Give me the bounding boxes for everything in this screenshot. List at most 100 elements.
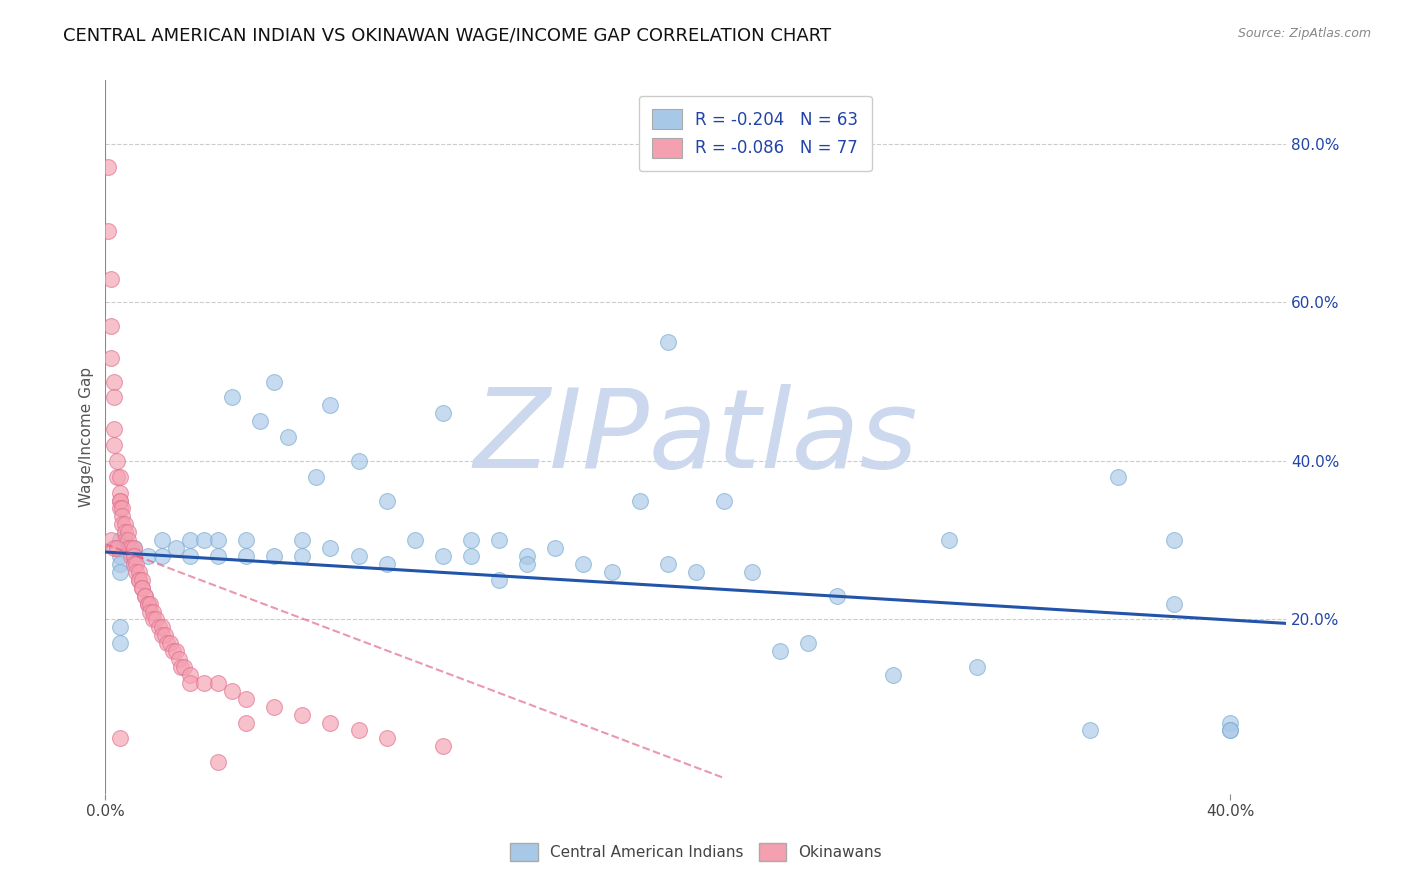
Point	[142, 605, 165, 619]
Point	[741, 565, 763, 579]
Point	[291, 549, 314, 563]
Point	[1107, 469, 1129, 483]
Point	[207, 676, 229, 690]
Point	[165, 541, 187, 555]
Point	[713, 493, 735, 508]
Point	[207, 549, 229, 563]
Point	[134, 589, 156, 603]
Point	[460, 549, 482, 563]
Point	[125, 557, 148, 571]
Point	[100, 271, 122, 285]
Point	[145, 612, 167, 626]
Y-axis label: Wage/Income Gap: Wage/Income Gap	[79, 367, 94, 508]
Point	[347, 549, 370, 563]
Point	[193, 676, 215, 690]
Point	[105, 454, 128, 468]
Point	[263, 699, 285, 714]
Point	[657, 334, 679, 349]
Point	[797, 636, 820, 650]
Point	[117, 541, 139, 555]
Point	[120, 549, 142, 563]
Point	[117, 525, 139, 540]
Point	[111, 509, 134, 524]
Point	[122, 549, 145, 563]
Point	[305, 469, 328, 483]
Point	[108, 485, 131, 500]
Point	[111, 517, 134, 532]
Point	[131, 581, 153, 595]
Point	[207, 755, 229, 769]
Point	[291, 707, 314, 722]
Point	[153, 628, 176, 642]
Point	[1219, 715, 1241, 730]
Point	[150, 549, 173, 563]
Point	[488, 533, 510, 548]
Point	[432, 549, 454, 563]
Point	[221, 683, 243, 698]
Point	[108, 533, 131, 548]
Point	[179, 549, 201, 563]
Point	[97, 161, 120, 175]
Point	[375, 493, 398, 508]
Point	[134, 589, 156, 603]
Point	[319, 715, 342, 730]
Text: CENTRAL AMERICAN INDIAN VS OKINAWAN WAGE/INCOME GAP CORRELATION CHART: CENTRAL AMERICAN INDIAN VS OKINAWAN WAGE…	[63, 27, 831, 45]
Point	[404, 533, 426, 548]
Point	[122, 557, 145, 571]
Point	[249, 414, 271, 428]
Point	[600, 565, 623, 579]
Point	[150, 533, 173, 548]
Point	[125, 565, 148, 579]
Point	[1163, 533, 1185, 548]
Point	[128, 565, 150, 579]
Text: Source: ZipAtlas.com: Source: ZipAtlas.com	[1237, 27, 1371, 40]
Point	[291, 533, 314, 548]
Point	[108, 493, 131, 508]
Point	[108, 549, 131, 563]
Point	[103, 391, 125, 405]
Point	[108, 565, 131, 579]
Point	[111, 501, 134, 516]
Point	[159, 636, 181, 650]
Point	[122, 541, 145, 555]
Point	[150, 620, 173, 634]
Point	[235, 533, 257, 548]
Point	[347, 454, 370, 468]
Point	[139, 605, 162, 619]
Point	[938, 533, 960, 548]
Point	[103, 541, 125, 555]
Point	[142, 612, 165, 626]
Point	[488, 573, 510, 587]
Point	[628, 493, 651, 508]
Point	[235, 691, 257, 706]
Point	[167, 652, 190, 666]
Point	[136, 597, 159, 611]
Point	[1163, 597, 1185, 611]
Point	[1219, 723, 1241, 738]
Point	[156, 636, 179, 650]
Point	[108, 501, 131, 516]
Point	[100, 351, 122, 365]
Point	[263, 375, 285, 389]
Point	[375, 557, 398, 571]
Point	[100, 533, 122, 548]
Point	[516, 549, 538, 563]
Point	[131, 573, 153, 587]
Point	[148, 620, 170, 634]
Point	[100, 319, 122, 334]
Point	[769, 644, 792, 658]
Point	[108, 636, 131, 650]
Point	[1219, 723, 1241, 738]
Point	[170, 660, 193, 674]
Point	[432, 406, 454, 420]
Point	[122, 541, 145, 555]
Point	[221, 391, 243, 405]
Point	[136, 549, 159, 563]
Point	[103, 375, 125, 389]
Point	[150, 628, 173, 642]
Point	[128, 573, 150, 587]
Point	[108, 620, 131, 634]
Point	[882, 668, 904, 682]
Point	[122, 549, 145, 563]
Point	[657, 557, 679, 571]
